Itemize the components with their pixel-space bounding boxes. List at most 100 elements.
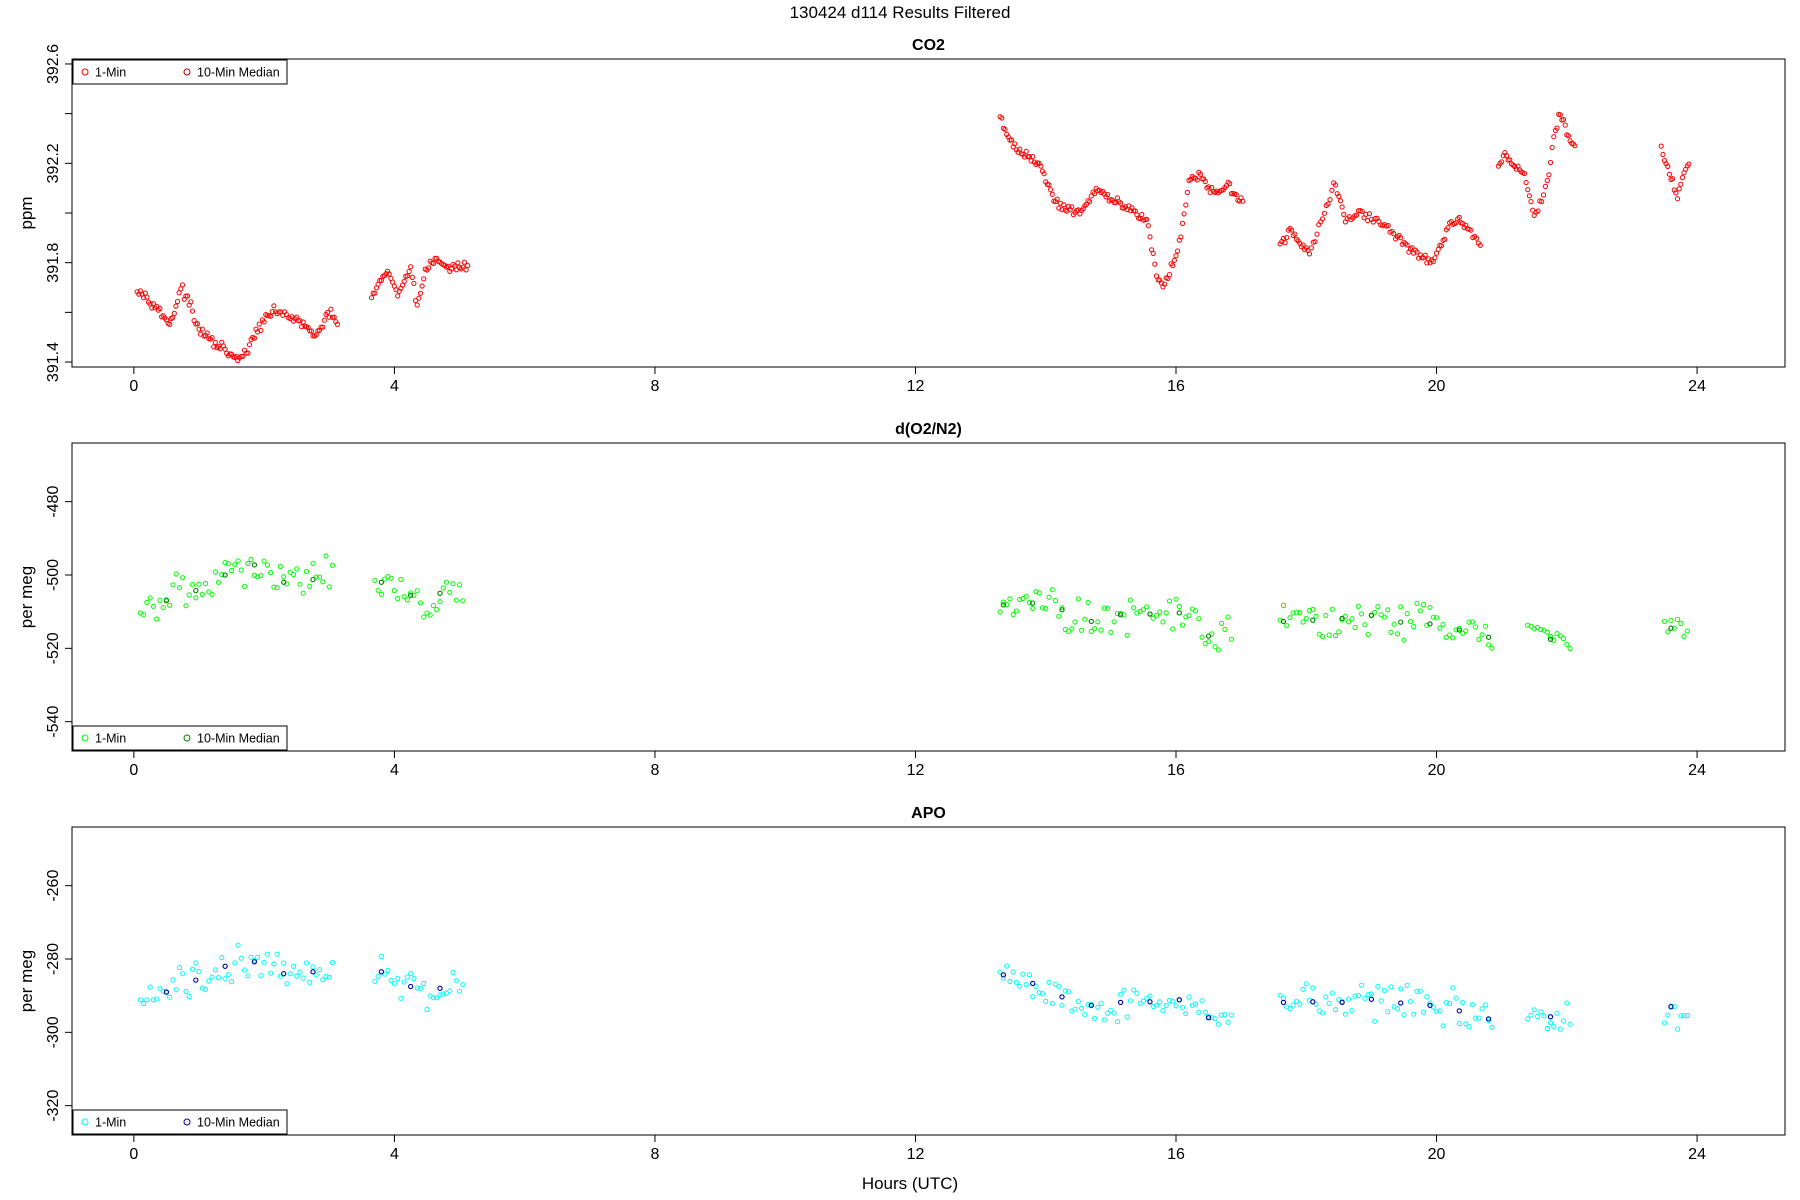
apo-one-min-point bbox=[320, 977, 326, 983]
o2n2-one-min-point bbox=[372, 577, 378, 584]
apo-one-min-point bbox=[232, 960, 238, 966]
apo-median-point bbox=[1030, 980, 1036, 987]
co2-one-min-point bbox=[1673, 190, 1679, 196]
apo-one-min-point bbox=[1300, 986, 1306, 992]
o2n2-one-min-point bbox=[1551, 637, 1557, 643]
o2n2-one-min-point bbox=[1391, 621, 1397, 627]
apo-one-min-point bbox=[196, 968, 202, 975]
co2-one-min-point bbox=[229, 351, 235, 357]
co2-one-min-point bbox=[1139, 211, 1145, 218]
co2-one-min-point bbox=[1658, 143, 1664, 149]
co2-one-min-point bbox=[1525, 187, 1531, 193]
apo-one-min-point bbox=[1179, 1004, 1186, 1011]
co2-one-min-point bbox=[245, 350, 251, 356]
apo-one-min-point bbox=[1469, 1002, 1476, 1008]
o2n2-one-min-point bbox=[1059, 605, 1065, 611]
co2-one-min-point bbox=[1314, 231, 1320, 237]
o2n2-one-min-point bbox=[1674, 616, 1681, 623]
apo-median-point bbox=[1547, 1014, 1554, 1020]
co2-panel: CO2 ppm 0 4 8 12 16 20 24 391.4 391.8 392.2 392.6 1-M… bbox=[17, 37, 1786, 395]
apo-one-min-point bbox=[310, 964, 316, 970]
o2n2-one-min-point bbox=[229, 567, 235, 574]
o2n2-one-min-point bbox=[147, 595, 153, 601]
o2n2-one-min-point bbox=[1427, 604, 1433, 610]
apo-one-min-point bbox=[147, 984, 153, 990]
o2n2-one-min-point bbox=[1176, 603, 1182, 610]
apo-one-min-point bbox=[447, 988, 453, 994]
co2-one-min-point bbox=[372, 290, 378, 296]
apo-one-min-point bbox=[1017, 983, 1023, 989]
apo-one-min-point bbox=[1401, 1012, 1407, 1018]
o2n2-one-min-point bbox=[1326, 632, 1332, 638]
co2-one-min-point bbox=[1012, 141, 1018, 147]
o2n2-one-min-point bbox=[1196, 616, 1202, 622]
co2-one-min-point bbox=[1521, 170, 1528, 177]
apo-median-point bbox=[1668, 1004, 1674, 1010]
x-axis-label: Hours (UTC) bbox=[862, 1174, 958, 1193]
co2-one-min-point bbox=[999, 115, 1005, 121]
co2-one-min-point bbox=[1320, 216, 1326, 222]
co2-one-min-point bbox=[1178, 234, 1184, 240]
apo-one-min-point bbox=[1378, 998, 1384, 1004]
o2n2-median-point bbox=[408, 592, 414, 598]
o2n2-one-min-point bbox=[1013, 608, 1020, 614]
o2n2-one-min-point bbox=[235, 558, 241, 564]
o2n2-one-min-point bbox=[447, 589, 453, 595]
co2-one-min-point bbox=[1002, 126, 1008, 132]
apo-one-min-point bbox=[1013, 979, 1020, 986]
co2-x-tick-label: 12 bbox=[907, 378, 925, 395]
o2n2-one-min-point bbox=[1186, 613, 1192, 619]
apo-one-min-point bbox=[1329, 990, 1335, 996]
apo-one-min-point bbox=[255, 954, 261, 960]
apo-one-min-point bbox=[378, 953, 384, 960]
co2-one-min-point bbox=[1206, 184, 1212, 190]
co2-one-min-point bbox=[1227, 181, 1233, 187]
apo-one-min-point bbox=[1661, 1020, 1668, 1026]
co2-one-min-point bbox=[404, 273, 410, 279]
apo-one-min-point bbox=[1375, 983, 1381, 989]
apo-median-point bbox=[437, 985, 443, 991]
o2n2-one-min-point bbox=[160, 605, 166, 611]
apo-one-min-point bbox=[1007, 978, 1013, 985]
co2-one-min-point bbox=[1023, 148, 1029, 154]
apo-legend-one-min-label: 1-Min bbox=[95, 1116, 126, 1130]
apo-one-min-point bbox=[137, 997, 143, 1003]
o2n2-one-min-point bbox=[1473, 624, 1479, 630]
apo-one-min-point bbox=[1365, 992, 1371, 998]
apo-one-min-point bbox=[209, 974, 215, 980]
o2n2-one-min-point bbox=[189, 582, 196, 588]
o2n2-one-min-point bbox=[1065, 628, 1072, 635]
o2n2-x-tick-label: 20 bbox=[1428, 762, 1446, 779]
co2-one-min-point bbox=[1336, 193, 1342, 199]
apo-one-min-point bbox=[157, 986, 163, 992]
o2n2-one-min-point bbox=[1372, 609, 1378, 615]
co2-one-min-point bbox=[141, 295, 147, 301]
o2n2-one-min-point bbox=[281, 574, 287, 580]
apo-one-min-point bbox=[1297, 1001, 1303, 1007]
apo-one-min-point bbox=[242, 967, 248, 973]
apo-one-min-point bbox=[219, 955, 225, 961]
o2n2-median-point bbox=[310, 576, 316, 583]
co2-one-min-point bbox=[1069, 204, 1075, 210]
co2-x-tick-label: 8 bbox=[650, 378, 659, 395]
apo-median-point bbox=[408, 983, 414, 990]
apo-one-min-point bbox=[290, 963, 297, 969]
o2n2-one-min-point bbox=[1046, 594, 1052, 600]
co2-one-min-point bbox=[144, 294, 150, 300]
co2-one-min-point bbox=[1372, 216, 1378, 222]
co2-one-min-point bbox=[1468, 227, 1474, 233]
o2n2-one-min-point bbox=[1661, 618, 1668, 625]
o2n2-plot-frame bbox=[71, 442, 1786, 752]
o2n2-one-min-point bbox=[1079, 627, 1085, 633]
apo-one-min-point bbox=[401, 979, 407, 985]
apo-one-min-point bbox=[1293, 998, 1300, 1005]
o2n2-one-min-point bbox=[1075, 596, 1081, 602]
o2n2-one-min-point bbox=[1088, 628, 1094, 635]
o2n2-one-min-point bbox=[268, 570, 274, 576]
apo-x-tick-label: 0 bbox=[129, 1146, 138, 1163]
o2n2-one-min-point bbox=[460, 598, 466, 604]
apo-one-min-point bbox=[1427, 1000, 1433, 1006]
co2-one-min-point bbox=[1540, 192, 1547, 198]
co2-one-min-point bbox=[211, 344, 217, 350]
o2n2-median-point bbox=[1547, 636, 1554, 642]
